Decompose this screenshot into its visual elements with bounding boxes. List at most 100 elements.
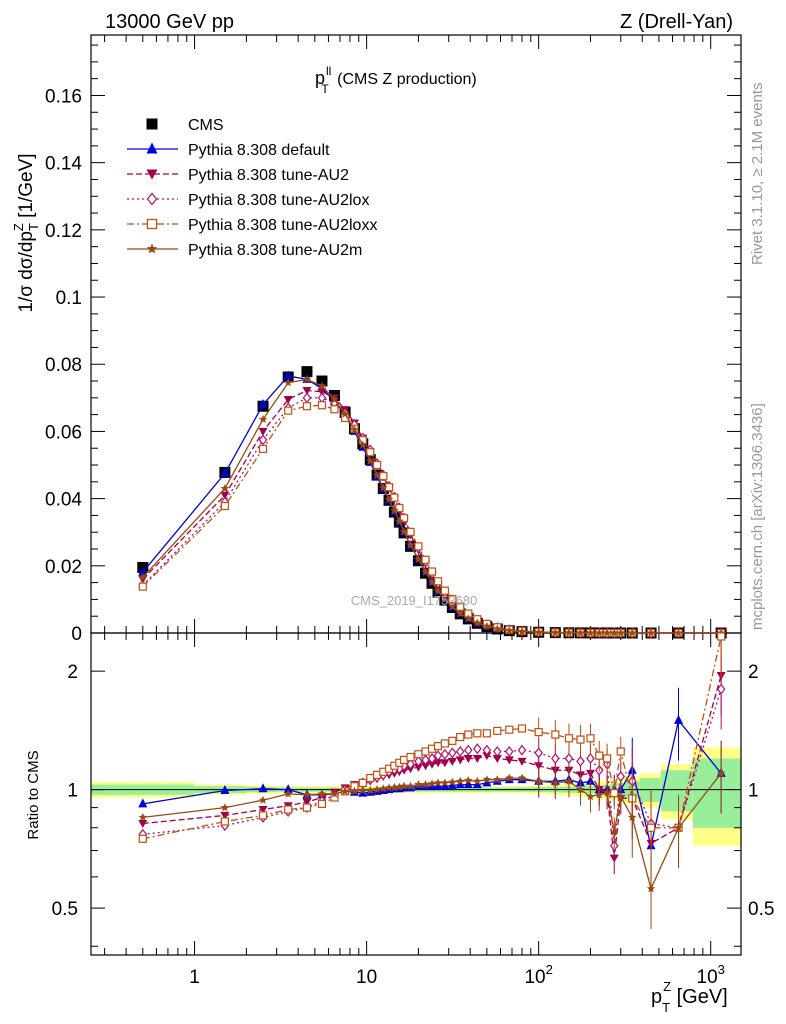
mc-point-marker: [551, 730, 560, 739]
mc-point-marker: [472, 779, 482, 789]
mc-point-marker: [551, 752, 560, 764]
legend: CMS Pythia 8.308 default Pythia 8.308 tune…: [127, 117, 377, 259]
data-point-marker: [301, 366, 313, 378]
mc-point-marker: [463, 779, 473, 789]
mc-point-marker: [340, 409, 350, 418]
mc-point-marker: [358, 778, 367, 788]
mc-point-marker: [258, 806, 268, 815]
mc-point-marker: [455, 776, 465, 785]
mc-point-marker: [350, 786, 359, 795]
mc-point-marker: [220, 491, 230, 500]
ratio-y-tick-labels: 0.5 0.5 1 1 2 2: [52, 662, 775, 920]
mc-point-marker: [448, 747, 457, 759]
ratio-y-tick-label-right: 0.5: [748, 899, 774, 920]
legend-label: Pythia 8.308 tune-AU2loxx: [188, 217, 377, 234]
mc-point-marker: [283, 370, 293, 380]
mc-point-marker: [517, 724, 527, 733]
band-inner-bin: [692, 758, 741, 828]
mc-point-marker: [366, 786, 375, 795]
mc-point-marker: [586, 752, 595, 764]
mc-point-marker: [586, 734, 595, 743]
mc-point-marker: [220, 484, 230, 493]
mc-point-marker: [330, 395, 339, 404]
mc-point-marker: [138, 572, 148, 581]
mc-point-marker: [258, 414, 268, 423]
mc-point-marker: [564, 734, 574, 743]
mc-point-marker: [379, 472, 388, 481]
mc-point-marker: [433, 750, 443, 762]
mc-point-marker: [414, 755, 423, 767]
plot-title: pll T (CMS Z production): [315, 64, 477, 96]
mc-point-marker: [138, 834, 147, 843]
y-tick-label: 0.12: [45, 221, 82, 242]
mc-point-marker: [302, 402, 312, 411]
mc-point-marker: [317, 388, 327, 397]
ratio-y-tick-label-right: 2: [748, 662, 759, 683]
mc-point-marker: [302, 790, 312, 799]
mc-point-marker: [284, 406, 293, 415]
mc-point-marker: [610, 788, 619, 798]
mc-point-marker: [576, 785, 585, 794]
mc-point-marker: [414, 750, 423, 759]
mc-point-marker: [616, 628, 625, 637]
mc-point-marker: [448, 602, 457, 611]
mc-point-marker: [390, 783, 399, 792]
mc-point-marker: [551, 628, 560, 637]
ratio-panel-series: [138, 632, 726, 930]
mc-point-marker: [534, 627, 543, 636]
mc-point-marker: [517, 744, 527, 756]
mc-point-marker: [427, 577, 437, 586]
mc-point-marker: [456, 732, 465, 742]
mc-point-marker: [406, 527, 415, 536]
mc-point-marker: [406, 540, 415, 549]
header-right: Z (Drell-Yan): [620, 11, 733, 33]
mc-point-marker: [220, 784, 230, 794]
mc-point-marker: [602, 788, 612, 797]
mc-point-marker: [646, 823, 656, 832]
mc-point-marker: [482, 621, 492, 630]
mc-point-marker: [455, 756, 465, 765]
y-tick-label: 0.16: [45, 86, 82, 107]
mc-point-marker: [284, 805, 293, 814]
mc-point-marker: [220, 501, 229, 511]
mc-point-marker: [372, 460, 382, 470]
y-tick-label: 0: [71, 624, 82, 645]
x-tick-label: 10: [356, 967, 377, 988]
legend-marker: [146, 243, 158, 254]
mc-point-marker: [433, 759, 443, 768]
mc-point-marker: [384, 494, 394, 503]
mc-point-marker: [616, 770, 626, 782]
mc-point-marker: [586, 792, 595, 801]
mc-point-marker: [390, 493, 399, 502]
main-panel-series: [137, 366, 727, 639]
mc-point-marker: [440, 778, 450, 787]
x-tick-labels: 1 10 102 103: [189, 962, 725, 988]
mc-point-marker: [317, 381, 327, 390]
mc-point-marker: [366, 773, 375, 783]
mc-point-marker: [138, 798, 148, 808]
mc-point-marker: [534, 728, 543, 737]
mc-point-marker: [427, 760, 437, 769]
mc-point-marker: [595, 751, 604, 760]
mc-point-marker: [283, 378, 293, 387]
legend-label: Pythia 8.308 tune-AU2: [188, 167, 349, 184]
mc-point-marker: [440, 748, 450, 760]
mc-point-marker: [440, 594, 450, 603]
mc-point-marker: [595, 790, 604, 799]
mc-point-marker: [616, 792, 625, 801]
mc-point-marker: [455, 745, 465, 757]
mc-point-marker: [384, 783, 394, 792]
y-tick-label: 0.02: [45, 557, 82, 578]
mc-point-marker: [302, 386, 312, 395]
ratio-y-tick-label: 0.5: [52, 899, 78, 920]
mc-point-marker: [492, 754, 502, 763]
mc-point-marker: [138, 582, 147, 591]
mc-point-marker: [358, 440, 368, 449]
mc-point-marker: [455, 779, 465, 789]
mc-point-marker: [505, 626, 514, 635]
mc-point-marker: [505, 773, 514, 782]
mc-point-marker: [379, 784, 388, 793]
mc-point-marker: [406, 752, 415, 762]
mc-point-marker: [433, 586, 443, 595]
mc-point-marker: [283, 789, 293, 798]
